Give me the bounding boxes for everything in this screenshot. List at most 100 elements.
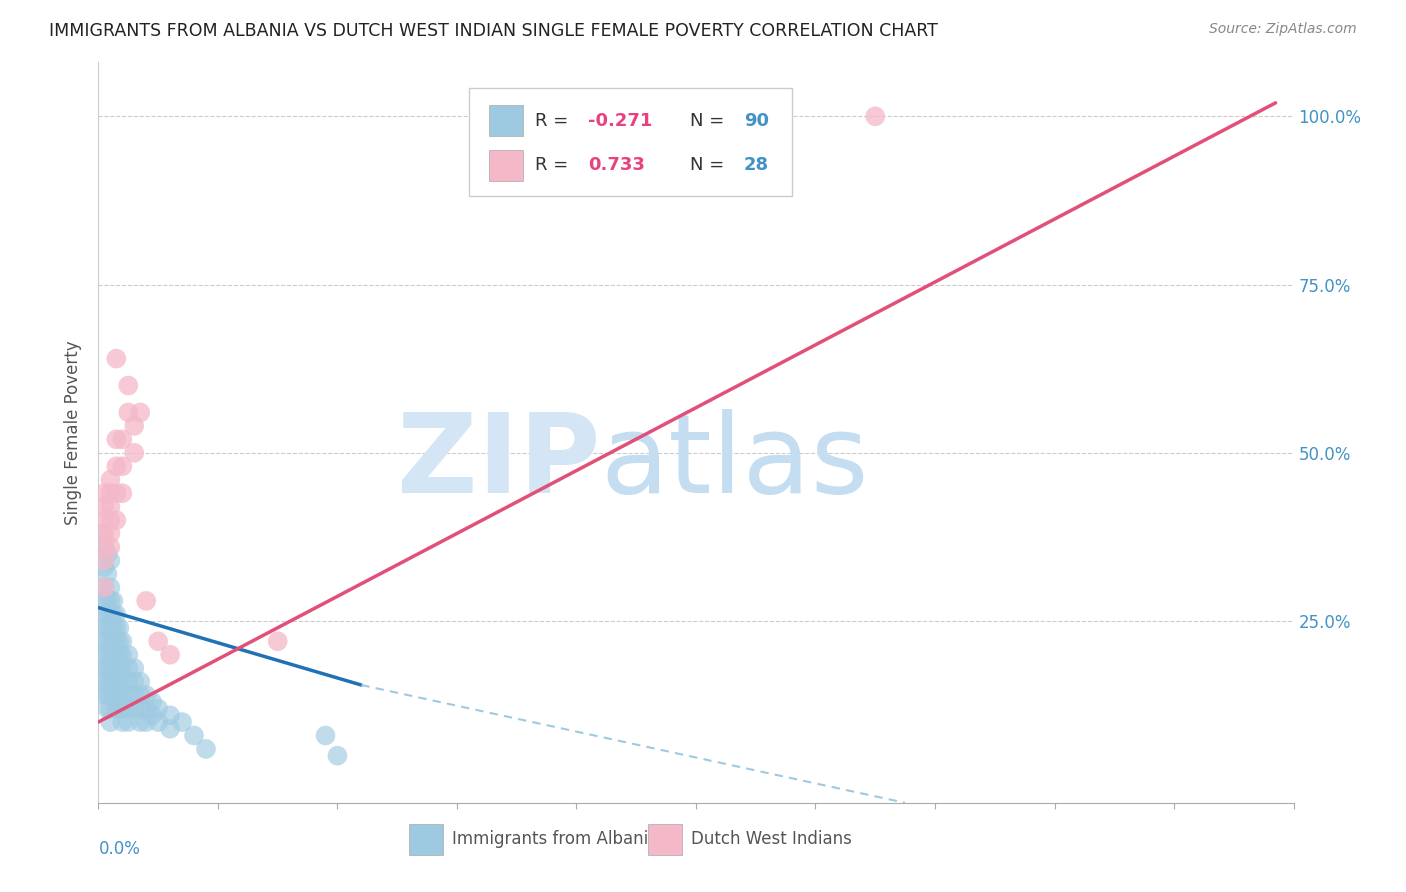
Point <box>108 674 131 689</box>
Point <box>98 581 122 595</box>
Point <box>111 674 134 689</box>
Point <box>98 674 122 689</box>
Point <box>96 661 118 675</box>
Point <box>111 459 134 474</box>
Text: Dutch West Indians: Dutch West Indians <box>692 830 852 848</box>
Point <box>98 594 122 608</box>
Point <box>96 566 118 581</box>
FancyBboxPatch shape <box>470 88 792 195</box>
Point <box>117 714 139 729</box>
Point <box>111 648 134 662</box>
Point <box>98 701 122 715</box>
Text: atlas: atlas <box>600 409 869 516</box>
Point <box>93 634 115 648</box>
Point <box>315 729 337 743</box>
Point <box>129 701 152 715</box>
Point <box>93 688 115 702</box>
Point <box>93 513 115 527</box>
Point <box>159 708 181 723</box>
Point <box>135 688 157 702</box>
Point <box>98 714 122 729</box>
Point <box>93 621 115 635</box>
Point <box>108 634 131 648</box>
Point <box>117 688 139 702</box>
Point <box>90 526 112 541</box>
Text: IMMIGRANTS FROM ALBANIA VS DUTCH WEST INDIAN SINGLE FEMALE POVERTY CORRELATION C: IMMIGRANTS FROM ALBANIA VS DUTCH WEST IN… <box>49 22 938 40</box>
Point <box>98 607 122 622</box>
Text: N =: N = <box>690 112 730 130</box>
Text: 90: 90 <box>744 112 769 130</box>
Point <box>124 701 146 715</box>
Point <box>96 634 118 648</box>
Point <box>96 648 118 662</box>
Point <box>105 688 128 702</box>
Point <box>105 486 128 500</box>
FancyBboxPatch shape <box>489 150 523 181</box>
Point <box>108 621 131 635</box>
Point <box>93 594 115 608</box>
Point <box>117 661 139 675</box>
Point <box>105 701 128 715</box>
Point <box>172 714 194 729</box>
Point <box>93 607 115 622</box>
Point <box>111 486 134 500</box>
Point <box>108 648 131 662</box>
Point <box>124 418 146 433</box>
Point <box>148 634 170 648</box>
Point <box>141 695 163 709</box>
Point <box>129 714 152 729</box>
Point <box>159 722 181 736</box>
Point <box>148 714 170 729</box>
Point <box>105 674 128 689</box>
Point <box>105 661 128 675</box>
Point <box>98 526 122 541</box>
Point <box>685 109 707 123</box>
Point <box>93 526 115 541</box>
Point <box>93 540 115 554</box>
Point <box>93 486 115 500</box>
Text: ZIP: ZIP <box>396 409 600 516</box>
Point <box>93 674 115 689</box>
FancyBboxPatch shape <box>648 823 682 855</box>
Point <box>105 607 128 622</box>
Point <box>108 701 131 715</box>
Point <box>108 688 131 702</box>
Point <box>267 634 290 648</box>
Point <box>93 661 115 675</box>
Point <box>103 648 125 662</box>
Point <box>129 674 152 689</box>
Point <box>103 594 125 608</box>
Point <box>98 486 122 500</box>
Point <box>111 701 134 715</box>
Point <box>98 634 122 648</box>
Point <box>96 607 118 622</box>
Point <box>148 701 170 715</box>
Point <box>129 688 152 702</box>
FancyBboxPatch shape <box>409 823 443 855</box>
Point <box>105 513 128 527</box>
Point <box>108 661 131 675</box>
Point <box>105 634 128 648</box>
Point <box>105 459 128 474</box>
Point <box>98 553 122 567</box>
Point <box>98 648 122 662</box>
Point <box>103 607 125 622</box>
Point <box>103 661 125 675</box>
Point <box>111 688 134 702</box>
Point <box>159 648 181 662</box>
Text: 28: 28 <box>744 156 769 174</box>
Point <box>105 433 128 447</box>
Point <box>103 634 125 648</box>
Point <box>117 405 139 419</box>
Text: N =: N = <box>690 156 730 174</box>
Point <box>93 648 115 662</box>
Point <box>117 674 139 689</box>
Point <box>135 701 157 715</box>
FancyBboxPatch shape <box>489 105 523 136</box>
Point <box>98 661 122 675</box>
Point <box>103 688 125 702</box>
Point <box>183 729 205 743</box>
Point <box>129 405 152 419</box>
Text: Source: ZipAtlas.com: Source: ZipAtlas.com <box>1209 22 1357 37</box>
Point <box>103 621 125 635</box>
